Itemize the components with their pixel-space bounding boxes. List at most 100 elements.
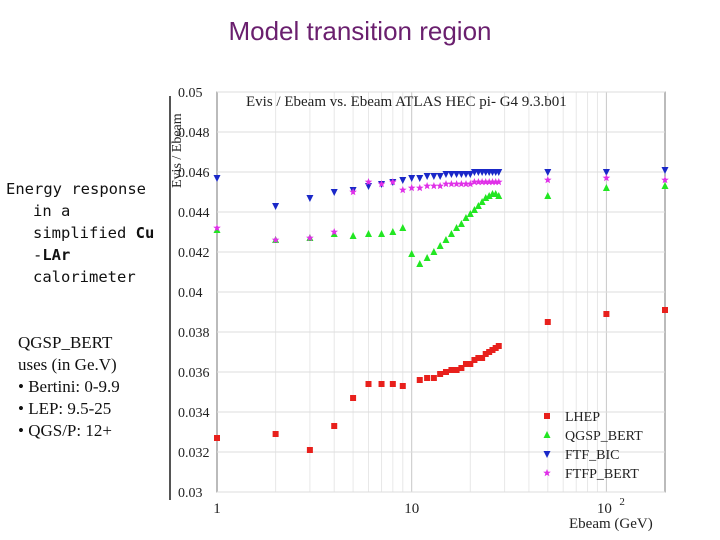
data-point-lhep [437,371,444,377]
data-point-qgsp-bert [470,206,478,213]
x-tick-labels: 1 10 10 2 [213,496,625,517]
data-point-ftf-bic [466,171,474,178]
data-point-ftfp-bert [470,178,479,186]
physics-list-name: QGSP_BERT [18,333,113,352]
physics-list-notes: QGSP_BERT uses (in Ge.V) • Bertini: 0-9.… [18,332,178,442]
data-point-lhep [544,319,551,325]
data-point-qgsp-bert [349,232,357,239]
data-point-ftf-bic [602,169,610,176]
data-point-ftfp-bert [399,186,407,194]
data-point-ftfp-bert [447,180,456,188]
data-point-ftf-bic [447,171,455,178]
data-point-qgsp-bert [389,228,397,235]
data-point-qgsp-bert [442,236,450,243]
chart-title: Evis / Ebeam vs. Ebeam ATLAS HEC pi- G4 … [246,94,567,110]
data-point-lhep [272,431,279,437]
data-point-ftfp-bert [213,224,221,232]
y-gridlines [217,91,665,493]
x-tick-label: 10 [404,501,419,517]
legend-marker [543,431,551,438]
data-point-qgsp-bert [453,224,461,231]
y-tick-label: 0.042 [178,246,210,261]
data-point-lhep [662,307,668,313]
data-point-qgsp-bert [423,254,431,261]
description-line-3-text: simplified [33,224,136,242]
data-point-ftfp-bert [377,180,386,188]
y-tick-labels: 0.03 0.032 0.034 0.036 0.038 0.04 0.042 0.044 0.… [178,86,210,501]
data-point-ftfp-bert [416,184,424,192]
data-point-lhep [416,377,423,383]
slide-title: Model transition region [228,16,492,46]
data-point-qgsp-bert [482,194,490,201]
data-point-lhep [424,375,431,381]
data-point-ftfp-bert [495,178,503,186]
data-point-qgsp-bert [457,220,465,227]
legend-label: LHEP [565,410,600,425]
description-line-4-text: - [33,246,43,264]
legend-marker [543,451,551,458]
data-point-ftf-bic [365,183,373,190]
data-point-ftf-bic [495,169,503,176]
data-point-lhep [306,447,313,453]
data-point-ftfp-bert [271,236,280,244]
data-point-ftfp-bert [478,178,486,186]
data-point-qgsp-bert [462,214,470,221]
data-point-qgsp-bert [544,192,552,199]
data-point-lhep [467,361,474,367]
data-point-qgsp-bert [474,202,482,209]
data-point-ftfp-bert [481,178,490,186]
data-point-ftfp-bert [544,176,552,184]
data-point-ftf-bic [416,175,424,182]
data-point-qgsp-bert [478,198,486,205]
data-point-qgsp-bert [430,248,438,255]
data-point-ftfp-bert [452,180,461,188]
data-point-ftfp-bert [389,178,397,186]
data-point-lhep [492,345,499,351]
energy-response-description: Energy response in a simplified Cu -LAr … [6,178,166,288]
physics-list-item: • Bertini: 0-9.9 [18,377,120,396]
data-point-ftfp-bert [349,188,357,196]
data-point-lhep [486,349,493,355]
chart-legend: LHEP QGSP_BERT FTF_BIC FTFP_BERT [543,410,643,482]
description-line-1: Energy response [6,180,146,198]
data-point-lhep [350,395,357,401]
description-line-5: calorimeter [33,268,136,286]
data-point-ftfp-bert [423,182,431,190]
data-point-ftf-bic [442,171,450,178]
data-point-lhep [475,355,482,361]
y-tick-label: 0.04 [178,286,203,301]
y-tick-label: 0.036 [178,366,210,381]
y-tick-label: 0.038 [178,326,210,341]
y-tick-label: 0.048 [178,126,210,141]
data-point-qgsp-bert [485,192,493,199]
data-point-ftfp-bert [488,178,497,186]
data-point-lhep [399,383,406,389]
data-point-qgsp-bert [399,224,407,231]
data-point-lhep [462,361,469,367]
data-point-ftfp-bert [485,178,493,186]
description-lar: LAr [42,246,71,264]
data-point-ftfp-bert [330,228,338,236]
y-tick-label: 0.032 [178,446,210,461]
data-point-qgsp-bert [447,230,455,237]
legend-label: FTF_BIC [565,448,619,463]
data-point-qgsp-bert [495,192,503,199]
data-point-ftf-bic [436,173,444,180]
data-point-lhep [365,381,372,387]
data-point-ftfp-bert [436,182,444,190]
data-point-ftf-bic [213,175,221,182]
data-point-lhep [448,367,455,373]
description-line-3: simplified Cu [6,222,166,244]
y-axis-label: Evis / Ebeam [170,113,185,188]
data-point-ftfp-bert [602,174,611,182]
data-point-ftf-bic [423,173,431,180]
data-point-ftfp-bert [474,178,483,186]
data-point-lhep [389,381,396,387]
data-point-qgsp-bert [408,250,416,257]
data-point-ftfp-bert [457,180,466,188]
y-tick-label: 0.044 [178,206,210,221]
data-point-ftfp-bert [364,178,373,186]
data-point-ftf-bic [330,189,338,196]
data-point-lhep [214,435,220,441]
